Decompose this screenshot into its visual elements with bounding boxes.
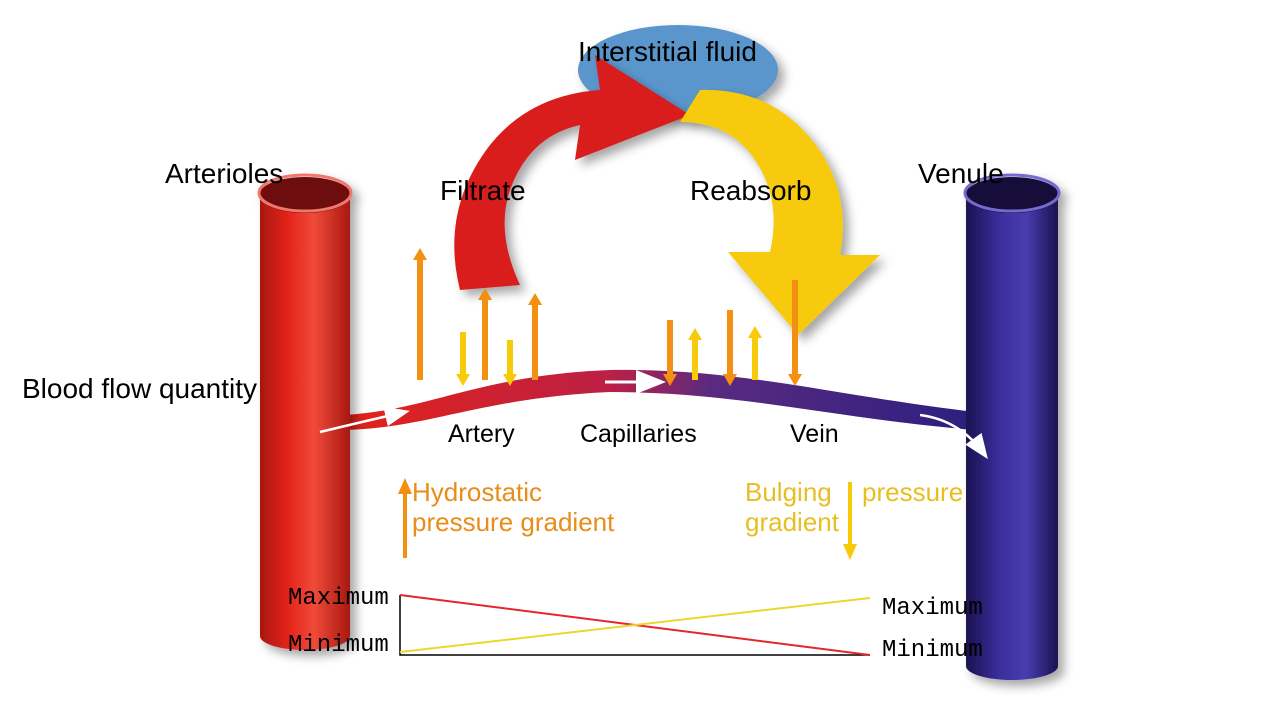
vein-label: Vein — [790, 420, 839, 449]
filtration-arrow-2 — [478, 288, 492, 380]
filtration-arrow-6 — [688, 328, 702, 380]
interstitial-fluid-label: Interstitial fluid — [578, 36, 757, 68]
filtration-arrow-8 — [748, 326, 762, 380]
filtration-arrow-5 — [663, 320, 677, 386]
filtrate-label: Filtrate — [440, 175, 526, 207]
bulging-label-l1: Bulging — [745, 477, 832, 507]
chart-series-1 — [400, 598, 870, 652]
pressure-chart — [400, 595, 870, 655]
diagram-svg — [0, 0, 1286, 707]
blood-flow-label: Blood flow quantity — [22, 373, 257, 405]
chart-max-right-label: Maximum — [882, 595, 983, 622]
chart-min-right-label: Minimum — [882, 637, 983, 664]
venule-label: Venule — [918, 158, 1004, 190]
reabsorb-arrow — [680, 90, 880, 335]
filtration-arrow-3 — [503, 340, 517, 386]
arterioles-label: Arterioles — [165, 158, 283, 190]
pressure-label: pressure — [862, 478, 963, 508]
bulging-label: Bulging gradient — [745, 478, 839, 538]
arteriole-vessel — [259, 175, 351, 650]
artery-label: Artery — [448, 420, 515, 449]
filtration-arrow-7 — [723, 310, 737, 386]
chart-min-left-label: Minimum — [288, 632, 389, 659]
chart-max-left-label: Maximum — [288, 585, 389, 612]
hydrostatic-label-l2: pressure gradient — [412, 507, 614, 537]
bulging-legend-arrow — [843, 482, 857, 560]
bulging-label-l2: gradient — [745, 507, 839, 537]
reabsorb-label: Reabsorb — [690, 175, 811, 207]
filtration-arrow-4 — [528, 293, 542, 380]
filtration-arrow-0 — [413, 248, 427, 380]
filtration-arrow-1 — [456, 332, 470, 386]
capillaries-label: Capillaries — [580, 420, 697, 449]
hydrostatic-label-l1: Hydrostatic — [412, 477, 542, 507]
hydrostatic-legend-arrow — [398, 478, 412, 558]
hydrostatic-label: Hydrostatic pressure gradient — [412, 478, 614, 538]
